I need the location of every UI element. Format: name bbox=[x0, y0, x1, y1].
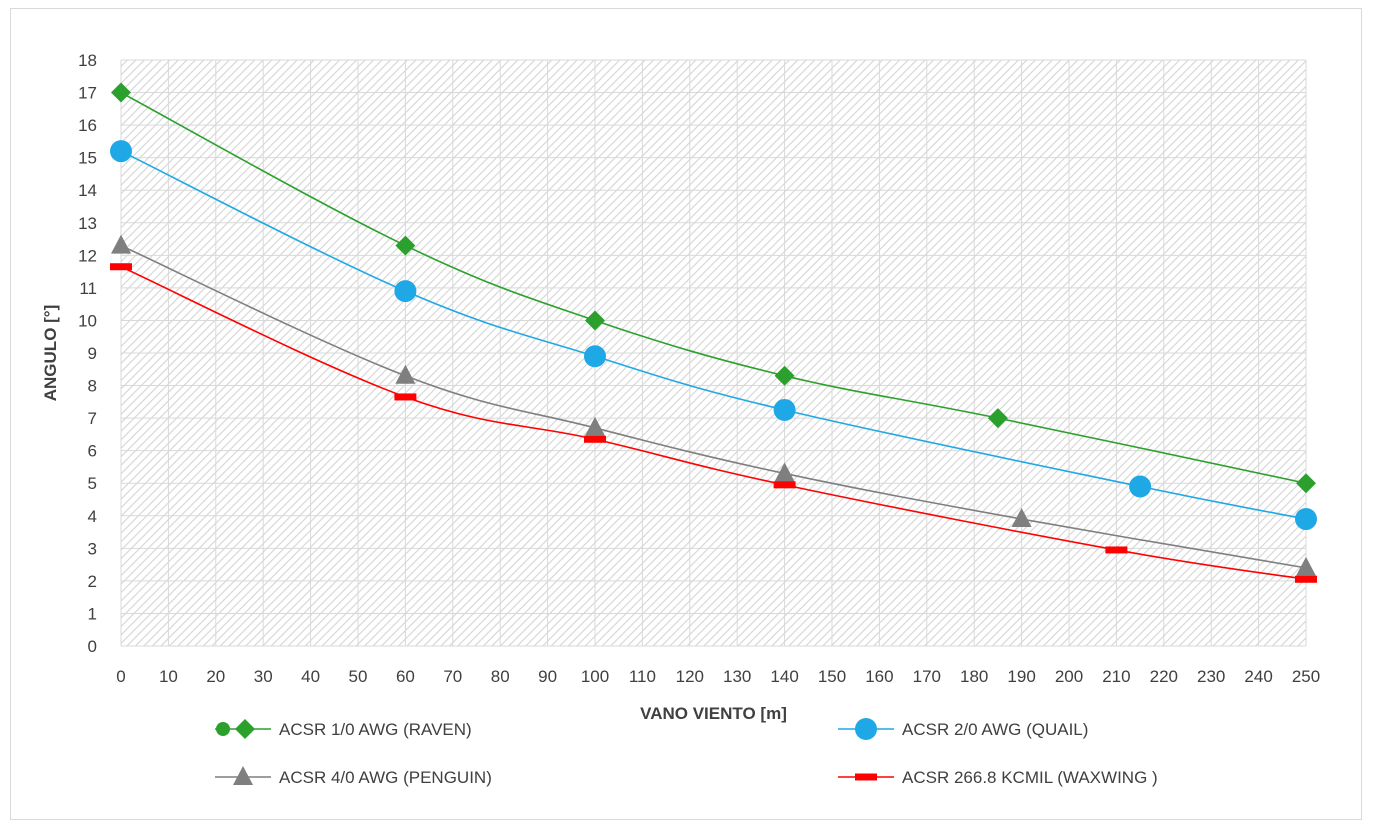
data-point-series-1 bbox=[773, 398, 796, 421]
y-tick-label: 1 bbox=[88, 604, 97, 623]
data-point-series-3 bbox=[584, 435, 606, 443]
legend-item-3: ACSR 266.8 KCMIL (WAXWING ) bbox=[838, 768, 1158, 787]
data-point-series-3 bbox=[1295, 575, 1317, 583]
x-tick-label: 150 bbox=[818, 667, 846, 686]
data-point-series-3 bbox=[110, 263, 132, 271]
data-point-series-1 bbox=[1129, 475, 1152, 498]
legend-marker-icon bbox=[235, 719, 255, 739]
x-tick-label: 60 bbox=[396, 667, 415, 686]
y-tick-label: 10 bbox=[78, 311, 97, 330]
x-tick-label: 40 bbox=[301, 667, 320, 686]
y-tick-label: 14 bbox=[78, 181, 97, 200]
legend-marker-icon bbox=[216, 722, 230, 736]
data-point-series-2 bbox=[774, 462, 795, 482]
data-point-series-0 bbox=[395, 235, 416, 256]
series-markers bbox=[110, 82, 1317, 583]
y-tick-label: 0 bbox=[88, 637, 97, 656]
x-tick-label: 70 bbox=[443, 667, 462, 686]
x-axis-title: VANO VIENTO [m] bbox=[640, 704, 787, 723]
x-tick-label: 250 bbox=[1292, 667, 1320, 686]
legend-marker-icon bbox=[855, 773, 877, 781]
y-axis-title: ANGULO [°] bbox=[41, 305, 60, 402]
legend: ACSR 1/0 AWG (RAVEN) ACSR 2/0 AWG (QUAIL)… bbox=[215, 718, 1158, 787]
data-point-series-0 bbox=[987, 408, 1008, 429]
x-tick-label: 180 bbox=[960, 667, 988, 686]
x-tick-label: 100 bbox=[581, 667, 609, 686]
x-tick-label: 130 bbox=[723, 667, 751, 686]
data-point-series-2 bbox=[1296, 556, 1316, 576]
x-tick-label: 210 bbox=[1102, 667, 1130, 686]
data-point-series-2 bbox=[111, 234, 131, 254]
legend-label: ACSR 266.8 KCMIL (WAXWING ) bbox=[902, 768, 1158, 787]
y-tick-label: 3 bbox=[88, 539, 97, 558]
x-tick-label: 160 bbox=[865, 667, 893, 686]
x-tick-label: 90 bbox=[538, 667, 557, 686]
x-tick-label: 110 bbox=[629, 667, 656, 686]
x-tick-label: 230 bbox=[1197, 667, 1225, 686]
data-point-series-3 bbox=[773, 481, 796, 489]
y-tick-label: 5 bbox=[88, 474, 97, 493]
y-tick-label: 9 bbox=[88, 344, 97, 363]
legend-item-2: ACSR 4/0 AWG (PENGUIN) bbox=[215, 766, 492, 787]
x-tick-label: 20 bbox=[206, 667, 225, 686]
data-point-series-2 bbox=[585, 416, 605, 436]
data-point-series-1 bbox=[584, 345, 606, 368]
data-point-series-0 bbox=[1296, 473, 1316, 494]
data-point-series-3 bbox=[394, 393, 417, 401]
y-tick-label: 15 bbox=[78, 149, 97, 168]
data-point-series-2 bbox=[1011, 508, 1032, 528]
legend-marker-icon bbox=[855, 718, 877, 740]
x-tick-label: 190 bbox=[1007, 667, 1035, 686]
x-tick-label: 120 bbox=[676, 667, 704, 686]
data-point-series-2 bbox=[395, 364, 416, 384]
legend-marker-icon bbox=[233, 766, 253, 785]
y-tick-label: 18 bbox=[78, 51, 97, 70]
x-tick-label: 200 bbox=[1055, 667, 1083, 686]
y-tick-label: 11 bbox=[79, 279, 97, 298]
legend-label: ACSR 4/0 AWG (PENGUIN) bbox=[279, 768, 492, 787]
legend-label: ACSR 2/0 AWG (QUAIL) bbox=[902, 720, 1088, 739]
data-point-series-1 bbox=[394, 280, 417, 303]
x-tick-label: 140 bbox=[770, 667, 798, 686]
x-tick-label: 220 bbox=[1150, 667, 1178, 686]
legend-label: ACSR 1/0 AWG (RAVEN) bbox=[279, 720, 472, 739]
x-tick-label: 80 bbox=[491, 667, 510, 686]
x-tick-label: 30 bbox=[254, 667, 273, 686]
data-point-series-3 bbox=[1105, 546, 1128, 554]
x-tick-label: 170 bbox=[913, 667, 941, 686]
data-point-series-0 bbox=[774, 365, 795, 386]
legend-item-0: ACSR 1/0 AWG (RAVEN) bbox=[215, 719, 472, 739]
y-tick-label: 2 bbox=[88, 572, 97, 591]
x-axis-ticks: 0 10 20 30 40 50 60 70 80 90 100 110 120 130 140 150 160… bbox=[116, 667, 1320, 686]
y-tick-label: 13 bbox=[78, 214, 97, 233]
data-point-series-1 bbox=[110, 140, 132, 163]
data-point-series-1 bbox=[1295, 508, 1317, 531]
y-tick-label: 12 bbox=[78, 246, 97, 265]
x-tick-label: 0 bbox=[116, 667, 125, 686]
data-point-series-0 bbox=[111, 82, 131, 103]
series-line-2 bbox=[120, 244, 1307, 569]
x-tick-label: 50 bbox=[349, 667, 368, 686]
legend-item-1: ACSR 2/0 AWG (QUAIL) bbox=[838, 718, 1088, 740]
series-line-0 bbox=[120, 91, 1307, 485]
x-tick-label: 10 bbox=[159, 667, 178, 686]
data-point-series-0 bbox=[585, 310, 605, 331]
y-tick-label: 4 bbox=[88, 507, 97, 526]
y-tick-label: 16 bbox=[78, 116, 97, 135]
y-tick-label: 6 bbox=[88, 442, 97, 461]
y-tick-label: 17 bbox=[78, 84, 97, 103]
x-tick-label: 240 bbox=[1244, 667, 1272, 686]
y-tick-label: 8 bbox=[88, 377, 97, 396]
y-tick-label: 7 bbox=[88, 409, 97, 428]
